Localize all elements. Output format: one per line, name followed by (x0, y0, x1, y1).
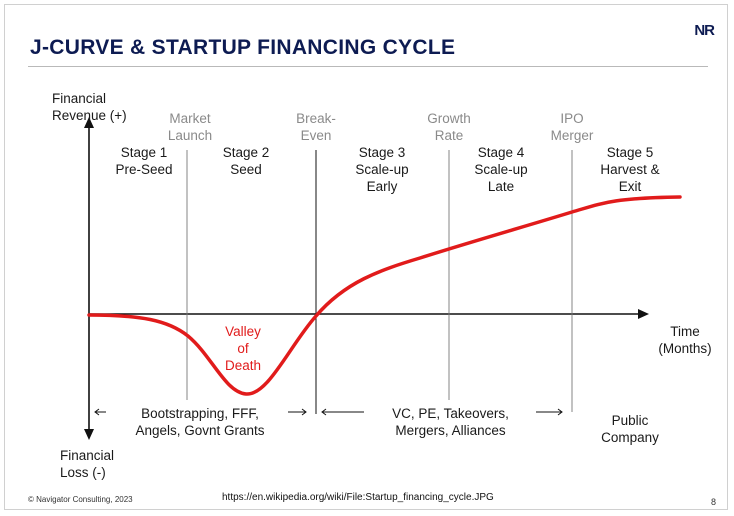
y-axis-arrow-down (84, 429, 94, 440)
funding-arrows (94, 408, 563, 416)
stage-5-label: Stage 5 Harvest & Exit (600, 145, 660, 194)
y-axis-bottom-label: Financial Loss (-) (60, 448, 115, 480)
funding-bootstrapping-label: Bootstrapping, FFF, Angels, Govnt Grants (135, 406, 265, 438)
title-divider (28, 66, 708, 67)
stage-1-label: Stage 1 Pre-Seed (115, 145, 173, 177)
y-axis-arrow-up (84, 117, 94, 128)
logo: NR (694, 22, 715, 39)
valley-of-death-label: Valley of Death (224, 324, 262, 373)
slide-title: J-CURVE & STARTUP FINANCING CYCLE (30, 36, 456, 59)
funding-vc-label: VC, PE, Takeovers, Mergers, Alliances (392, 406, 509, 438)
milestone-market-launch: Market Launch (167, 111, 213, 143)
footer-copyright: © Navigator Consulting, 2023 (28, 495, 133, 504)
y-axis-top-label: Financial Revenue (+) (52, 91, 127, 123)
funding-public-company-label: Public Company (601, 413, 659, 445)
milestone-growth-rate: Growth Rate (427, 111, 471, 143)
footer-source-link[interactable]: https://en.wikipedia.org/wiki/File:Start… (222, 492, 494, 503)
slide-border (4, 4, 728, 510)
j-curve (87, 195, 682, 396)
x-axis-arrow (638, 309, 649, 319)
stage-4-label: Stage 4 Scale-up Late (474, 145, 528, 194)
stage-2-label: Stage 2 Seed (222, 145, 270, 177)
milestone-break-even: Break- Even (296, 111, 336, 143)
x-axis-label: Time (Months) (658, 324, 712, 356)
stage-3-label: Stage 3 Scale-up Early (355, 145, 409, 194)
page-number: 8 (711, 497, 717, 507)
milestone-ipo-merger: IPO Merger (550, 111, 594, 143)
